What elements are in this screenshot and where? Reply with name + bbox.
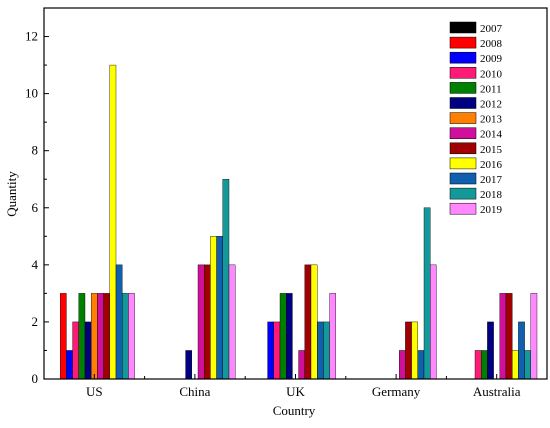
bar-germany-2014 xyxy=(399,350,406,380)
legend-swatch-2019 xyxy=(449,202,477,215)
bar-us-2017 xyxy=(115,264,123,380)
bar-uk-2011 xyxy=(279,293,287,380)
bar-us-2019 xyxy=(128,293,135,380)
bar-australia-2012 xyxy=(487,321,494,380)
x-tick-label: Germany xyxy=(372,384,421,399)
x-axis-title: Country xyxy=(273,403,316,418)
bar-us-2013 xyxy=(90,293,98,380)
y-tick-label: 6 xyxy=(32,200,39,215)
legend-label-2019: 2019 xyxy=(480,204,503,216)
axes-layer: 0 2 4 6 8 10 12 US China UK Germany Australia xyxy=(25,7,548,399)
bar-us-2018 xyxy=(121,293,129,380)
legend-label-2015: 2015 xyxy=(480,144,503,156)
legend-swatch-2014 xyxy=(449,127,477,139)
bar-china-2016 xyxy=(210,236,217,380)
y-axis-title: Quantity xyxy=(4,171,19,217)
legend: 2007 2008 2009 2010 2011 2012 2013 2014 2015 2016… xyxy=(449,21,503,216)
bar-china-2012 xyxy=(185,350,193,380)
legend-swatch-2007 xyxy=(449,21,477,34)
legend-swatch-2018 xyxy=(449,187,477,200)
legend-label-2008: 2008 xyxy=(480,38,503,50)
bar-germany-2018 xyxy=(423,207,431,380)
bar-uk-2017 xyxy=(317,321,324,380)
y-tick-label: 0 xyxy=(32,371,39,386)
y-tick-label: 2 xyxy=(32,314,39,329)
legend-swatch-2012 xyxy=(449,97,477,109)
bar-us-2011 xyxy=(78,293,86,380)
bar-australia-2017 xyxy=(518,321,525,380)
bar-australia-2019 xyxy=(530,293,538,380)
bar-germany-2015 xyxy=(405,321,412,380)
legend-swatch-2013 xyxy=(449,112,477,124)
bar-china-2017 xyxy=(216,236,224,380)
bar-china-2019 xyxy=(228,264,236,380)
bars-layer xyxy=(60,64,538,380)
bar-china-2014 xyxy=(197,264,205,380)
y-tick-label: 8 xyxy=(32,143,39,158)
bar-germany-2019 xyxy=(430,264,437,380)
legend-label-2016: 2016 xyxy=(480,159,503,171)
legend-label-2011: 2011 xyxy=(480,83,502,95)
y-tick-label: 10 xyxy=(25,86,38,101)
bar-china-2015 xyxy=(203,264,211,380)
bar-us-2009 xyxy=(66,350,73,380)
legend-label-2014: 2014 xyxy=(480,129,503,141)
y-tick-label: 4 xyxy=(32,257,39,272)
bar-us-2012 xyxy=(84,321,92,380)
legend-label-2018: 2018 xyxy=(480,189,503,201)
bar-australia-2014 xyxy=(499,293,507,380)
bar-us-2015 xyxy=(103,293,110,380)
bar-uk-2012 xyxy=(286,293,293,380)
bar-germany-2017 xyxy=(417,350,425,380)
bar-australia-2016 xyxy=(512,350,519,380)
legend-label-2013: 2013 xyxy=(480,114,503,126)
legend-swatch-2011 xyxy=(449,82,477,94)
bar-australia-2011 xyxy=(481,350,488,380)
bar-uk-2019 xyxy=(329,293,337,380)
legend-swatch-2010 xyxy=(449,67,477,79)
legend-swatch-2017 xyxy=(449,172,477,185)
legend-swatch-2016 xyxy=(449,157,477,170)
bar-uk-2015 xyxy=(304,264,312,380)
bar-uk-2010 xyxy=(273,321,281,380)
bar-china-2018 xyxy=(222,179,230,380)
legend-label-2007: 2007 xyxy=(480,23,503,35)
y-tick-label: 12 xyxy=(25,29,38,44)
bar-uk-2009 xyxy=(267,321,275,380)
x-tick-label: UK xyxy=(286,384,305,399)
legend-swatch-2009 xyxy=(449,51,477,64)
bar-australia-2010 xyxy=(474,350,482,380)
bar-us-2008 xyxy=(60,293,67,380)
bar-uk-2016 xyxy=(310,264,318,380)
legend-label-2009: 2009 xyxy=(480,53,503,65)
bar-us-2010 xyxy=(72,321,79,380)
legend-swatch-2008 xyxy=(449,36,477,49)
bar-uk-2014 xyxy=(298,350,306,380)
x-tick-label: China xyxy=(179,384,210,399)
bar-us-2016 xyxy=(109,64,117,380)
bar-germany-2016 xyxy=(411,321,419,380)
x-tick-label: US xyxy=(86,384,103,399)
bar-australia-2018 xyxy=(524,350,531,380)
bar-australia-2015 xyxy=(505,293,513,380)
x-tick-label: Australia xyxy=(473,384,521,399)
bar-us-2014 xyxy=(97,293,104,380)
legend-label-2017: 2017 xyxy=(480,174,503,186)
legend-swatch-2015 xyxy=(449,142,477,155)
bar-uk-2018 xyxy=(323,321,330,380)
legend-label-2012: 2012 xyxy=(480,99,502,111)
legend-label-2010: 2010 xyxy=(480,68,503,80)
